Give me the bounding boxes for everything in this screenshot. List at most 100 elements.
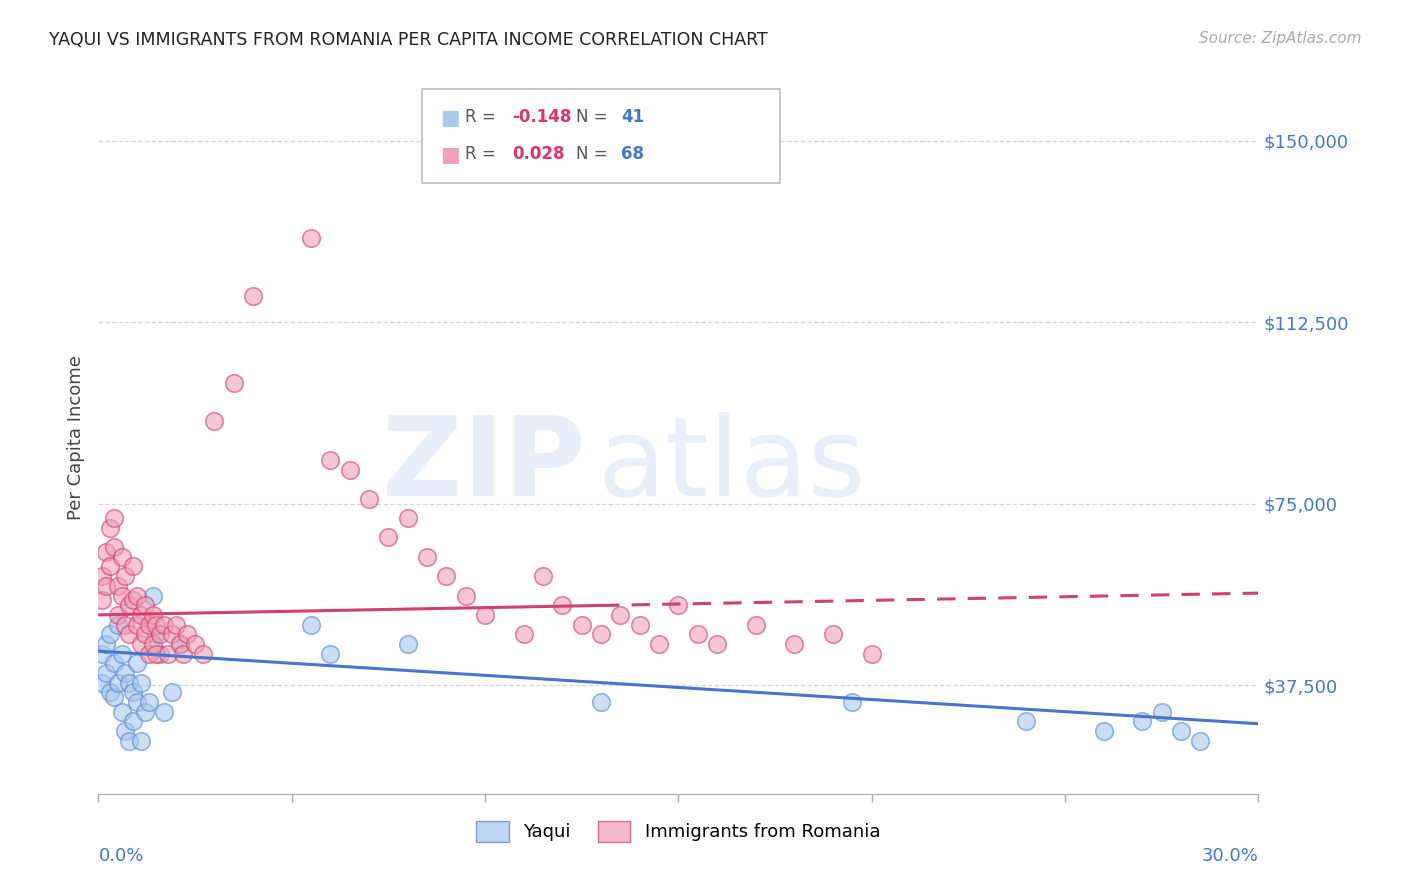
- Point: [1170, 723, 1192, 738]
- Point: [184, 637, 207, 651]
- Point: [114, 665, 136, 680]
- Point: [153, 705, 176, 719]
- Point: [157, 647, 180, 661]
- Text: 30.0%: 30.0%: [1202, 847, 1258, 865]
- Text: Source: ZipAtlas.com: Source: ZipAtlas.com: [1198, 31, 1361, 46]
- Text: 0.028: 0.028: [512, 145, 564, 163]
- Point: [474, 607, 496, 622]
- Text: ■: ■: [440, 108, 460, 128]
- Point: [1189, 733, 1212, 747]
- Point: [103, 511, 125, 525]
- Point: [204, 414, 226, 428]
- Point: [359, 491, 381, 506]
- Point: [745, 617, 768, 632]
- Point: [107, 607, 129, 622]
- Point: [454, 589, 477, 603]
- Point: [114, 723, 136, 738]
- Point: [416, 549, 439, 564]
- Point: [114, 617, 136, 632]
- Point: [91, 593, 114, 607]
- Point: [138, 647, 160, 661]
- Point: [153, 617, 176, 632]
- Point: [98, 521, 121, 535]
- Point: [141, 589, 165, 603]
- Point: [319, 453, 342, 467]
- Point: [96, 637, 118, 651]
- Point: [149, 627, 172, 641]
- Point: [129, 607, 152, 622]
- Point: [319, 647, 342, 661]
- Point: [118, 598, 141, 612]
- Point: [666, 598, 689, 612]
- Point: [172, 647, 194, 661]
- Point: [91, 569, 114, 583]
- Point: [98, 559, 121, 574]
- Text: R =: R =: [465, 145, 496, 163]
- Point: [111, 647, 132, 661]
- Point: [127, 657, 149, 671]
- Point: [160, 685, 183, 699]
- Point: [1092, 723, 1115, 738]
- Point: [145, 647, 167, 661]
- Point: [396, 637, 419, 651]
- Y-axis label: Per Capita Income: Per Capita Income: [66, 355, 84, 519]
- Point: [122, 714, 145, 729]
- Point: [377, 531, 399, 545]
- Point: [591, 627, 613, 641]
- Point: [191, 647, 214, 661]
- Point: [96, 545, 118, 559]
- Point: [706, 637, 728, 651]
- Point: [141, 607, 165, 622]
- Point: [91, 647, 114, 661]
- Point: [176, 627, 198, 641]
- Point: [160, 627, 183, 641]
- Point: [118, 733, 141, 747]
- Point: [98, 627, 121, 641]
- Point: [138, 617, 160, 632]
- Point: [299, 617, 322, 632]
- Point: [609, 607, 631, 622]
- Point: [114, 569, 136, 583]
- Point: [107, 617, 129, 632]
- Point: [127, 589, 149, 603]
- Point: [1150, 705, 1173, 719]
- Point: [145, 617, 167, 632]
- Point: [129, 675, 152, 690]
- Point: [98, 685, 121, 699]
- Point: [138, 695, 160, 709]
- Text: N =: N =: [576, 108, 607, 126]
- Legend: Yaqui, Immigrants from Romania: Yaqui, Immigrants from Romania: [470, 814, 887, 849]
- Point: [118, 627, 141, 641]
- Text: atlas: atlas: [598, 412, 866, 519]
- Point: [513, 627, 536, 641]
- Point: [111, 705, 132, 719]
- Point: [129, 733, 152, 747]
- Point: [141, 637, 165, 651]
- Point: [96, 579, 118, 593]
- Text: 0.0%: 0.0%: [98, 847, 143, 865]
- Point: [118, 675, 141, 690]
- Point: [96, 665, 118, 680]
- Point: [860, 647, 883, 661]
- Point: [571, 617, 593, 632]
- Text: -0.148: -0.148: [512, 108, 571, 126]
- Point: [103, 540, 125, 554]
- Point: [103, 690, 125, 705]
- Point: [122, 593, 145, 607]
- Point: [129, 637, 152, 651]
- Point: [122, 559, 145, 574]
- Point: [783, 637, 806, 651]
- Point: [339, 463, 361, 477]
- Point: [149, 647, 172, 661]
- Text: ZIP: ZIP: [382, 412, 585, 519]
- Point: [122, 685, 145, 699]
- Point: [145, 627, 167, 641]
- Point: [107, 675, 129, 690]
- Point: [436, 569, 458, 583]
- Point: [111, 589, 132, 603]
- Text: YAQUI VS IMMIGRANTS FROM ROMANIA PER CAPITA INCOME CORRELATION CHART: YAQUI VS IMMIGRANTS FROM ROMANIA PER CAP…: [49, 31, 768, 49]
- Point: [169, 637, 191, 651]
- Point: [628, 617, 651, 632]
- Point: [242, 288, 264, 302]
- Point: [551, 598, 574, 612]
